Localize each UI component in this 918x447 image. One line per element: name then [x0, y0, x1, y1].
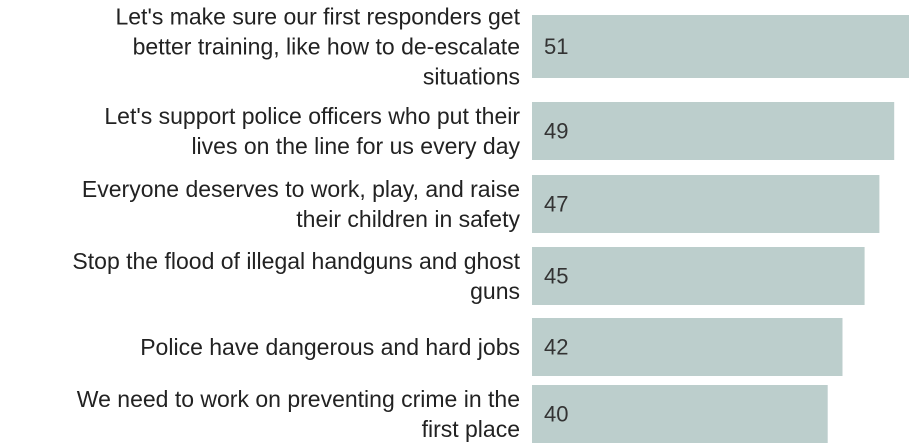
value-label-5: 40 [544, 402, 568, 427]
category-label-line: We need to work on preventing crime in t… [77, 386, 520, 412]
category-label-line: Police have dangerous and hard jobs [140, 334, 520, 360]
category-label-2: Everyone deserves to work, play, and rai… [82, 176, 521, 232]
category-label-line: better training, like how to de-escalate [133, 34, 520, 60]
bar-1 [532, 102, 895, 160]
category-label-line: guns [470, 278, 520, 304]
category-label-4: Police have dangerous and hard jobs [140, 334, 520, 360]
bar-0 [532, 15, 909, 78]
category-label-0: Let's make sure our first responders get… [115, 4, 520, 90]
bar-5 [532, 385, 828, 443]
category-label-line: situations [423, 64, 520, 90]
category-label-5: We need to work on preventing crime in t… [77, 386, 520, 442]
value-label-3: 45 [544, 264, 568, 289]
value-label-1: 49 [544, 119, 568, 144]
value-label-4: 42 [544, 335, 568, 360]
category-label-line: Everyone deserves to work, play, and rai… [82, 176, 520, 202]
category-label-line: lives on the line for us every day [191, 133, 520, 159]
bar-3 [532, 247, 865, 305]
category-label-line: Stop the flood of illegal handguns and g… [72, 248, 520, 274]
bar-4 [532, 318, 843, 376]
category-label-1: Let's support police officers who put th… [104, 103, 520, 159]
category-label-line: their children in safety [296, 206, 520, 232]
category-label-line: first place [422, 416, 520, 442]
value-label-2: 47 [544, 192, 568, 217]
value-label-0: 51 [544, 34, 568, 59]
category-label-3: Stop the flood of illegal handguns and g… [72, 248, 520, 304]
category-label-line: Let's support police officers who put th… [104, 103, 520, 129]
category-label-line: Let's make sure our first responders get [115, 4, 520, 30]
bar-2 [532, 175, 880, 233]
